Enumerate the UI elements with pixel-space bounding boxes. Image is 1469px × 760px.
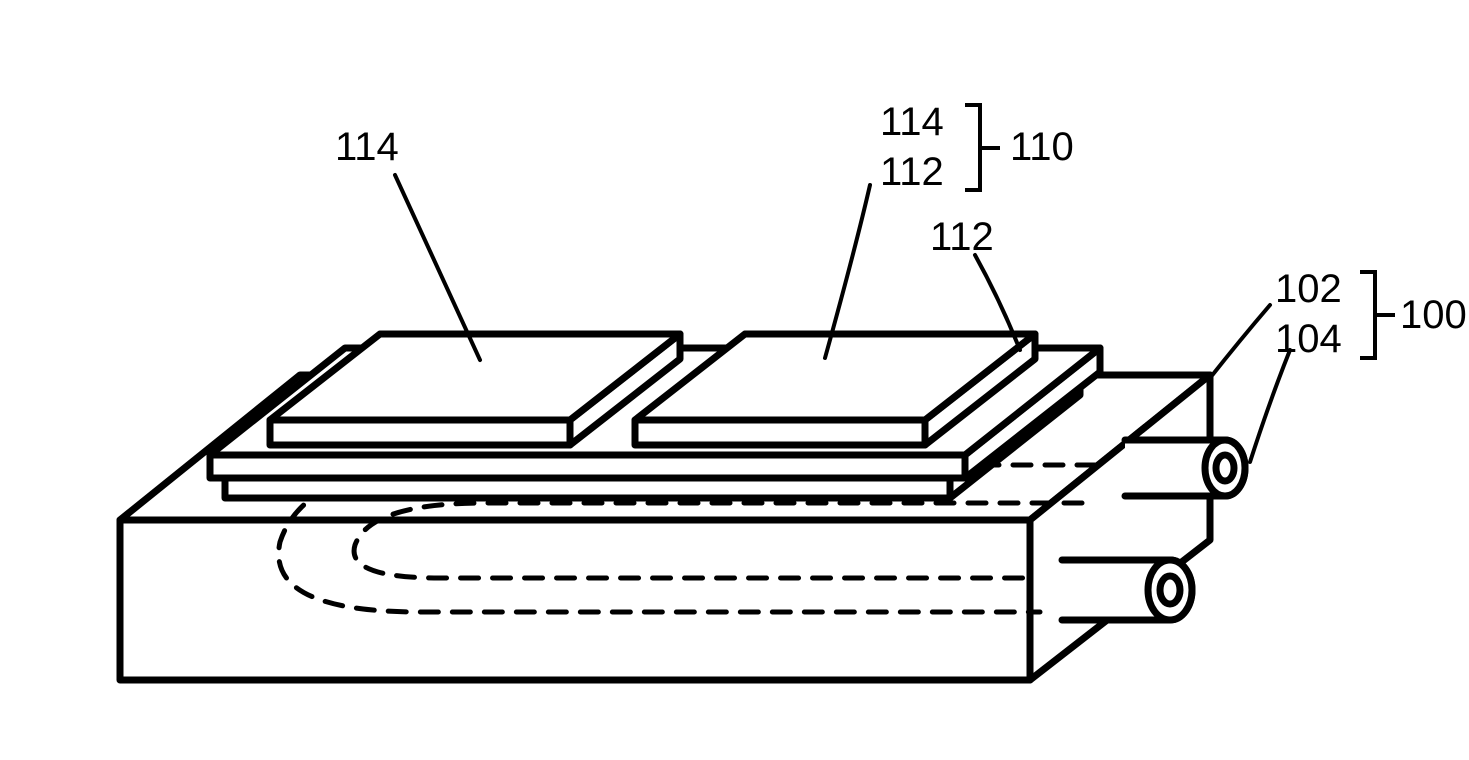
bracket-110: [965, 105, 1000, 190]
pipe-lower: [1062, 560, 1192, 620]
label-114-left: 114: [335, 125, 399, 169]
bracket-100: [1360, 272, 1395, 358]
leader-104: [1250, 350, 1290, 462]
label-102: 102: [1275, 267, 1342, 311]
label-114-right: 114: [880, 100, 944, 144]
label-110: 110: [1010, 125, 1074, 169]
tech-diagram: 114 114 112 110 112 102 104 100: [0, 0, 1469, 760]
label-104: 104: [1275, 317, 1342, 361]
pipe-upper: [1125, 440, 1245, 496]
leader-102: [1210, 305, 1270, 378]
label-112-right: 112: [880, 150, 944, 194]
label-112-callout: 112: [930, 215, 994, 259]
label-100: 100: [1400, 293, 1467, 337]
